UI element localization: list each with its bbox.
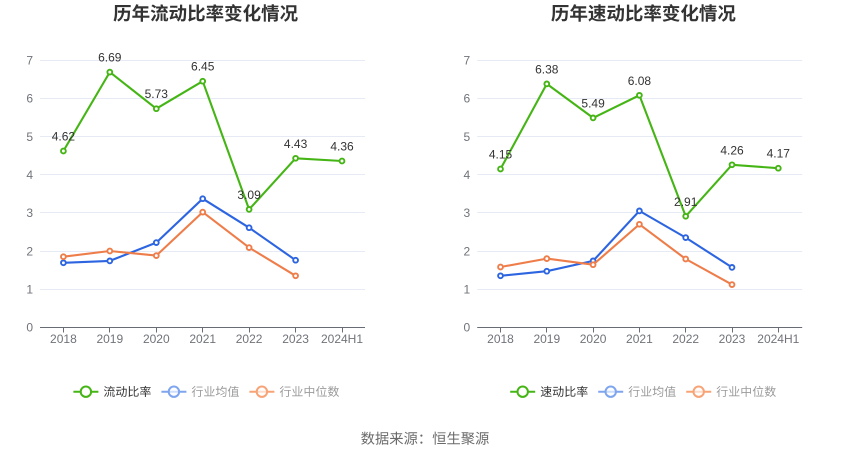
svg-text:1: 1: [464, 283, 471, 297]
svg-text:4.26: 4.26: [720, 143, 744, 157]
svg-text:0: 0: [464, 321, 471, 335]
svg-text:6.45: 6.45: [191, 60, 215, 74]
svg-text:6.08: 6.08: [628, 74, 652, 88]
svg-text:4.62: 4.62: [52, 130, 76, 144]
svg-text:7: 7: [464, 54, 471, 68]
svg-text:2020: 2020: [143, 332, 170, 346]
svg-text:5.49: 5.49: [581, 96, 605, 110]
svg-text:2024H1: 2024H1: [757, 332, 799, 346]
svg-text:2.91: 2.91: [674, 195, 698, 209]
svg-text:2019: 2019: [533, 332, 560, 346]
svg-text:2023: 2023: [719, 332, 746, 346]
svg-text:3: 3: [26, 206, 33, 220]
svg-text:6: 6: [26, 92, 33, 106]
svg-text:0: 0: [26, 321, 33, 335]
svg-text:6: 6: [464, 92, 471, 106]
svg-text:2024H1: 2024H1: [321, 332, 363, 346]
svg-text:2020: 2020: [580, 332, 607, 346]
svg-text:4.36: 4.36: [330, 140, 354, 154]
svg-text:2: 2: [464, 244, 471, 258]
svg-text:1: 1: [26, 283, 33, 297]
svg-text:3.09: 3.09: [237, 188, 261, 202]
svg-text:7: 7: [26, 54, 33, 68]
svg-text:2021: 2021: [626, 332, 653, 346]
svg-text:6.69: 6.69: [98, 51, 122, 65]
svg-text:5.73: 5.73: [145, 87, 169, 101]
svg-text:2018: 2018: [487, 332, 514, 346]
svg-text:5: 5: [26, 130, 33, 144]
svg-text:4: 4: [464, 168, 471, 182]
svg-text:2021: 2021: [189, 332, 216, 346]
svg-text:5: 5: [464, 130, 471, 144]
svg-text:4: 4: [26, 168, 33, 182]
svg-text:2022: 2022: [236, 332, 263, 346]
svg-text:4.43: 4.43: [284, 137, 308, 151]
svg-text:2: 2: [26, 244, 33, 258]
svg-text:6.38: 6.38: [535, 62, 559, 76]
svg-text:4.17: 4.17: [767, 147, 791, 161]
svg-text:2022: 2022: [672, 332, 699, 346]
svg-text:2018: 2018: [50, 332, 77, 346]
svg-text:4.15: 4.15: [489, 148, 513, 162]
svg-text:3: 3: [464, 206, 471, 220]
svg-text:2023: 2023: [282, 332, 309, 346]
svg-text:2019: 2019: [96, 332, 123, 346]
